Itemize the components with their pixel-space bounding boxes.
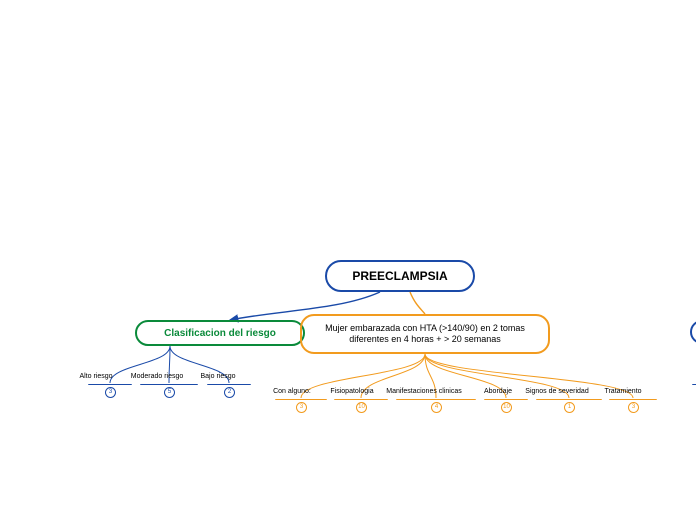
- root-node[interactable]: PREECLAMPSIA: [325, 260, 475, 292]
- leaf-label-definicion-1[interactable]: Fisiopatologia: [312, 388, 392, 395]
- leaf-label-definicion-5[interactable]: Tratamiento: [583, 388, 663, 395]
- leaf-count-badge[interactable]: 5: [164, 387, 175, 398]
- leaf-underline: [334, 399, 388, 400]
- leaf-count-badge[interactable]: 3: [296, 402, 307, 413]
- leaf-count-badge[interactable]: 3: [105, 387, 116, 398]
- leaf-underline: [207, 384, 251, 385]
- branch-clasificacion[interactable]: Clasificacion del riesgo: [135, 320, 305, 346]
- leaf-count-badge[interactable]: 3: [628, 402, 639, 413]
- leaf-underline: [609, 399, 657, 400]
- leaf-count-badge[interactable]: 10: [356, 402, 367, 413]
- leaf-count-badge[interactable]: 1: [564, 402, 575, 413]
- leaf-label-definicion-2[interactable]: Manifestaciones clinicas: [384, 388, 464, 395]
- leaf-underline: [140, 384, 198, 385]
- leaf-underline: [484, 399, 528, 400]
- edge: [410, 292, 425, 314]
- branch-definicion[interactable]: Mujer embarazada con HTA (>140/90) en 2 …: [300, 314, 550, 354]
- leaf-count-badge[interactable]: 2: [224, 387, 235, 398]
- leaf-label-clasificacion-2[interactable]: Bajo riesgo: [178, 373, 258, 380]
- leaf-underline: [275, 399, 327, 400]
- leaf-underline: [88, 384, 132, 385]
- leaf-underline: [692, 384, 696, 385]
- leaf-underline: [536, 399, 602, 400]
- leaf-count-badge[interactable]: 4: [431, 402, 442, 413]
- leaf-underline: [396, 399, 476, 400]
- leaf-count-badge[interactable]: 10: [501, 402, 512, 413]
- branch-factores[interactable]: Factores de riesgo: [690, 320, 696, 344]
